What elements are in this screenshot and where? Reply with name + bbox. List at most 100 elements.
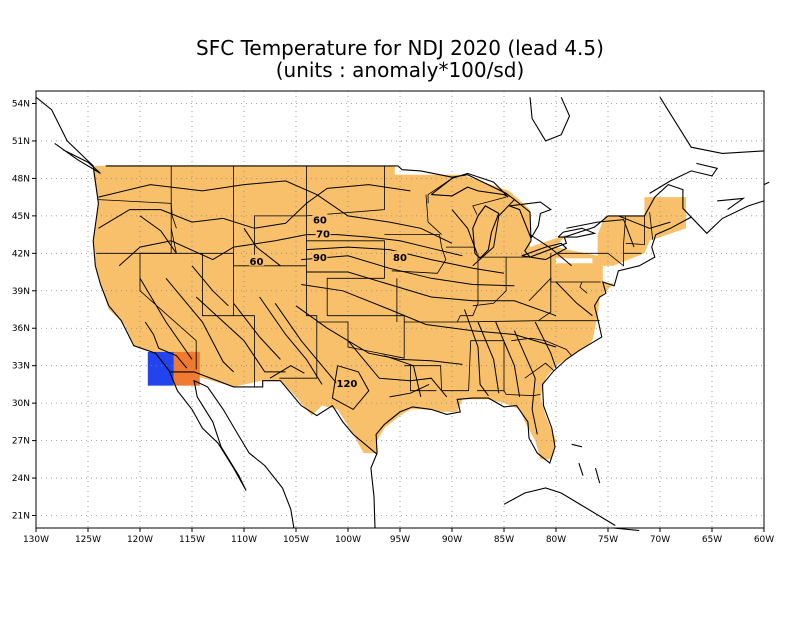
contour-line [477, 321, 500, 394]
contour-line [98, 180, 453, 244]
contour-line [269, 365, 305, 379]
coastline [578, 462, 584, 476]
coastline [557, 227, 597, 238]
state-border [511, 337, 572, 356]
y-tick-label: 27N [12, 437, 30, 447]
contour-line [259, 296, 323, 385]
state-border [649, 212, 654, 240]
contour-label-bg [336, 377, 358, 389]
y-tick-label: 36N [12, 324, 30, 334]
state-border [306, 240, 385, 316]
state-border [139, 165, 197, 370]
water-gap [602, 265, 614, 284]
state-border [456, 253, 479, 323]
contour-label-bg [312, 213, 328, 225]
x-tick-label: 60W [754, 535, 774, 545]
contour-line [347, 340, 448, 398]
state-border [202, 253, 234, 317]
state-border [306, 165, 385, 217]
x-tick-label: 105W [283, 535, 309, 545]
contour-line [301, 284, 557, 348]
x-tick-label: 100W [335, 535, 361, 545]
y-tick-label: 54N [12, 99, 30, 109]
contour-line [566, 219, 635, 248]
coastline [503, 487, 616, 526]
contour-label: 90 [313, 253, 327, 264]
contour-line [331, 365, 370, 411]
contour-line [98, 184, 411, 229]
contour-line [534, 321, 557, 369]
contour-line [555, 281, 593, 317]
contour-line [451, 209, 478, 254]
contour-line [144, 321, 188, 369]
state-border [410, 365, 437, 392]
state-border [524, 362, 555, 379]
water-gap [556, 234, 598, 256]
contour-labels: 60 60 70 90 80 120 [248, 213, 408, 390]
contour-line [529, 234, 572, 267]
coastline [370, 200, 765, 529]
contour-label: 60 [313, 216, 327, 227]
x-tick-label: 80W [546, 535, 566, 545]
coastlines-and-borders [35, 96, 770, 532]
contour-line [464, 309, 489, 396]
map-subtitle: (units : anomaly*100/sd) [275, 58, 525, 82]
state-border [528, 277, 552, 322]
y-tick-label: 51N [12, 137, 30, 147]
x-tick-label: 90W [442, 535, 462, 545]
coastline [35, 96, 295, 529]
coastline [529, 96, 571, 142]
x-tick-label: 65W [702, 535, 722, 545]
coastline [659, 96, 765, 154]
contour-line [306, 271, 557, 317]
state-border [625, 215, 645, 246]
coastline [717, 197, 746, 211]
contour-line [618, 215, 671, 229]
map-title: SFC Temperature for NDJ 2020 (lead 4.5) [196, 36, 604, 60]
state-border [425, 194, 442, 235]
x-tick-label: 75W [598, 535, 618, 545]
x-tick-label: 115W [179, 535, 205, 545]
y-tick-label: 48N [12, 174, 30, 184]
state-border [579, 281, 588, 294]
coastline [509, 201, 552, 240]
coastline [430, 172, 509, 198]
x-tick-label: 70W [650, 535, 670, 545]
positive-anomaly-area [93, 165, 686, 460]
state-border [96, 252, 307, 267]
state-border [233, 165, 255, 387]
contour-label-bg [248, 254, 264, 266]
coastline [472, 205, 500, 260]
state-border [558, 215, 627, 267]
coastline [763, 181, 770, 186]
contour-line [118, 234, 463, 267]
x-tick-label: 95W [390, 535, 410, 545]
y-tick-label: 24N [12, 474, 30, 484]
state-border [404, 340, 505, 392]
y-tick-label: 21N [12, 512, 30, 522]
coastline [521, 242, 568, 261]
x-tick-label: 130W [23, 535, 49, 545]
state-border [384, 234, 447, 274]
coastline [594, 467, 601, 484]
contour-label-bg [315, 227, 331, 239]
contour-line [472, 199, 515, 267]
axis-ticks: 130W 125W 120W 115W 110W 105W 100W 95W 90W 85W 80W… [12, 99, 774, 545]
contour-lines [98, 180, 671, 435]
contour-line [295, 305, 463, 365]
coastline [54, 142, 101, 174]
state-border [427, 178, 453, 204]
contour-label: 60 [250, 257, 264, 268]
contour-line [191, 265, 229, 307]
contour-line [243, 228, 281, 267]
contour-label: 70 [316, 229, 330, 240]
contour-line [495, 321, 521, 397]
coastline [649, 162, 719, 194]
state-border [472, 257, 507, 307]
contour-label: 80 [393, 253, 407, 264]
contour-line [513, 330, 538, 435]
contour-line [139, 215, 177, 254]
contour-line [306, 246, 505, 274]
x-tick-label: 120W [127, 535, 153, 545]
